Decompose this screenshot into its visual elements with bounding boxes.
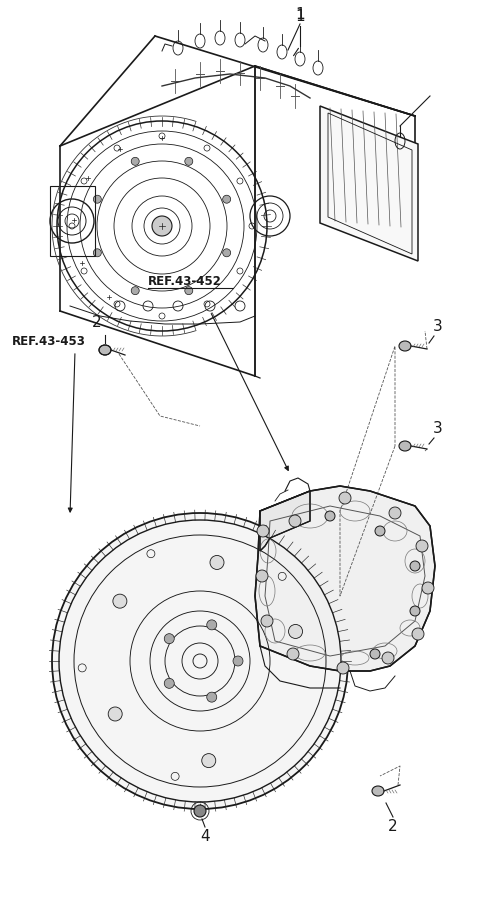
Text: 3: 3 bbox=[433, 421, 443, 436]
Text: 4: 4 bbox=[200, 829, 210, 844]
Text: 2: 2 bbox=[92, 315, 102, 330]
Ellipse shape bbox=[410, 561, 420, 571]
Text: 3: 3 bbox=[433, 319, 443, 334]
Ellipse shape bbox=[289, 515, 301, 527]
Ellipse shape bbox=[288, 624, 302, 639]
Ellipse shape bbox=[389, 507, 401, 519]
Text: REF.43-453: REF.43-453 bbox=[12, 335, 86, 348]
Ellipse shape bbox=[399, 441, 411, 451]
Ellipse shape bbox=[287, 648, 299, 660]
Ellipse shape bbox=[372, 786, 384, 796]
Ellipse shape bbox=[382, 652, 394, 664]
Ellipse shape bbox=[375, 526, 385, 536]
Ellipse shape bbox=[422, 582, 434, 594]
Text: 1: 1 bbox=[295, 7, 305, 22]
Ellipse shape bbox=[370, 649, 380, 659]
Ellipse shape bbox=[257, 525, 269, 537]
Ellipse shape bbox=[233, 656, 243, 666]
Ellipse shape bbox=[339, 492, 351, 504]
Ellipse shape bbox=[93, 195, 101, 203]
Ellipse shape bbox=[93, 249, 101, 256]
Ellipse shape bbox=[131, 286, 139, 294]
Text: 2: 2 bbox=[388, 819, 398, 834]
Ellipse shape bbox=[416, 540, 428, 552]
Ellipse shape bbox=[164, 679, 174, 689]
Ellipse shape bbox=[207, 692, 217, 702]
Ellipse shape bbox=[52, 513, 348, 809]
Ellipse shape bbox=[202, 754, 216, 767]
Text: 1: 1 bbox=[295, 9, 305, 24]
Ellipse shape bbox=[185, 286, 193, 294]
Ellipse shape bbox=[185, 158, 193, 165]
Ellipse shape bbox=[223, 249, 231, 256]
Polygon shape bbox=[255, 486, 435, 671]
Ellipse shape bbox=[152, 216, 172, 236]
Polygon shape bbox=[260, 491, 310, 551]
Ellipse shape bbox=[108, 707, 122, 721]
Ellipse shape bbox=[99, 345, 111, 355]
Ellipse shape bbox=[325, 511, 335, 521]
Ellipse shape bbox=[210, 555, 224, 570]
Ellipse shape bbox=[412, 628, 424, 640]
Ellipse shape bbox=[399, 341, 411, 351]
Polygon shape bbox=[320, 106, 418, 261]
Ellipse shape bbox=[256, 570, 268, 582]
Ellipse shape bbox=[207, 620, 217, 630]
Ellipse shape bbox=[164, 633, 174, 643]
Ellipse shape bbox=[194, 805, 206, 817]
Ellipse shape bbox=[261, 615, 273, 627]
Ellipse shape bbox=[223, 195, 231, 203]
Ellipse shape bbox=[131, 158, 139, 165]
Ellipse shape bbox=[113, 594, 127, 608]
Ellipse shape bbox=[410, 606, 420, 616]
Ellipse shape bbox=[337, 662, 349, 674]
Text: REF.43-452: REF.43-452 bbox=[148, 275, 222, 288]
